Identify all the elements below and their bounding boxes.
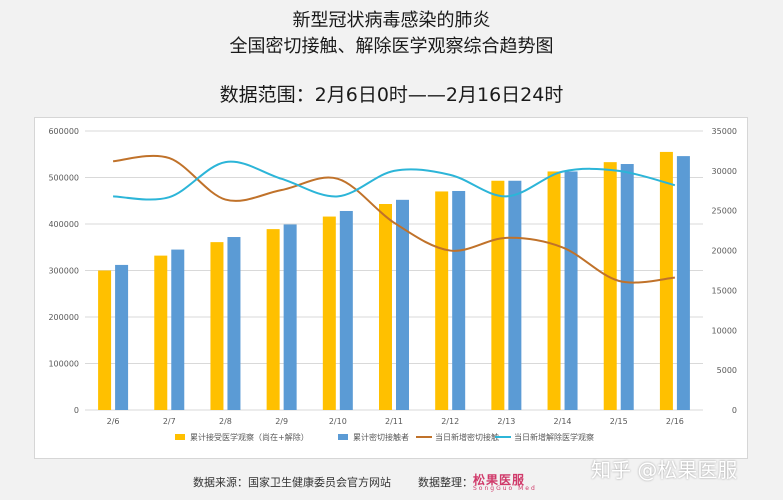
- line-new-released: [113, 160, 676, 201]
- x-tick-label: 2/13: [497, 417, 515, 426]
- bar-contacts: [396, 199, 409, 410]
- bar-contacts: [508, 180, 522, 410]
- bar-observed: [603, 162, 617, 410]
- data-range-text: 数据范围：2月6日0时——2月16日24时: [219, 84, 564, 106]
- legend-swatch: [338, 434, 348, 440]
- y-tick-label: 300000: [48, 267, 79, 276]
- x-tick-label: 2/11: [385, 417, 403, 426]
- bar-observed: [266, 229, 280, 410]
- bar-contacts: [171, 249, 185, 410]
- x-tick-label: 2/7: [163, 417, 176, 426]
- chart-panel: 0 100000 200000 300000 400000 500000 600000 0 50…: [34, 117, 748, 459]
- x-tick-label: 2/9: [275, 417, 288, 426]
- logo-subtext: SongGuo Med: [473, 485, 537, 492]
- y2-tick-label: 15000: [712, 286, 737, 295]
- title-line-1: 新型冠状病毒感染的肺炎: [292, 10, 491, 31]
- legend-label: 当日新增密切接触: [435, 432, 499, 442]
- y2-tick-label: 35000: [712, 127, 737, 136]
- x-tick-label: 2/12: [441, 417, 459, 426]
- bar-observed: [547, 171, 561, 410]
- bar-contacts: [339, 210, 353, 410]
- x-tick-label: 2/15: [610, 417, 628, 426]
- bar-observed: [154, 255, 168, 410]
- legend-label: 累计密切接触者: [353, 432, 409, 442]
- legend-swatch: [175, 434, 185, 440]
- legend-label: 当日新增解除医学观察: [514, 432, 594, 442]
- line-new-contacts: [112, 154, 675, 284]
- y2-tick-label: 25000: [712, 207, 737, 216]
- source-text: 数据来源：国家卫生健康委员会官方网站: [193, 476, 391, 489]
- y2-tick-label: 10000: [712, 326, 737, 335]
- x-tick-label: 2/16: [666, 417, 684, 426]
- y2-tick-label: 30000: [712, 167, 737, 176]
- title-line-2: 全国密切接触、解除医学观察综合趋势图: [229, 36, 554, 57]
- bar-contacts: [283, 224, 297, 410]
- organizer-label: 数据整理：: [418, 476, 473, 489]
- y2-tick-label: 20000: [712, 247, 737, 256]
- bar-observed: [322, 216, 336, 410]
- y-tick-label: 600000: [48, 127, 79, 136]
- y-tick-label: 0: [74, 406, 79, 415]
- footer: 数据来源：国家卫生健康委员会官方网站 数据整理： 松果医服 SongGuo Me…: [0, 468, 783, 496]
- bar-observed: [210, 242, 224, 410]
- bar-contacts: [564, 171, 578, 410]
- combo-chart: 0 100000 200000 300000 400000 500000 600000 0 50…: [48, 127, 737, 442]
- legend-label: 累计接受医学观察（尚在+解除）: [190, 432, 309, 442]
- bar-contacts: [227, 237, 241, 410]
- logo-text: 松果医服: [473, 473, 526, 487]
- bar-contacts: [452, 190, 466, 410]
- x-tick-label: 2/14: [554, 417, 572, 426]
- bar-observed: [435, 191, 449, 410]
- bar-observed: [659, 151, 673, 411]
- logo: 松果医服 SongGuo Med: [473, 469, 565, 493]
- y2-tick-label: 0: [732, 406, 737, 415]
- bar-contacts: [676, 156, 690, 410]
- x-tick-label: 2/6: [107, 417, 120, 426]
- bar-observed: [491, 180, 505, 410]
- y-tick-label: 200000: [48, 313, 79, 322]
- watermark: 知乎 @松果医服: [591, 458, 738, 482]
- y2-tick-label: 5000: [717, 366, 737, 375]
- bar-observed: [98, 270, 112, 410]
- bar-contacts: [115, 264, 129, 410]
- bar-contacts: [620, 164, 634, 410]
- bar-observed: [379, 204, 392, 410]
- x-tick-label: 2/8: [219, 417, 232, 426]
- y-tick-label: 500000: [48, 174, 79, 183]
- y-tick-label: 100000: [48, 360, 79, 369]
- y-tick-label: 400000: [48, 220, 79, 229]
- x-tick-label: 2/10: [329, 417, 347, 426]
- chart-title: 新型冠状病毒感染的肺炎 全国密切接触、解除医学观察综合趋势图: [0, 8, 783, 60]
